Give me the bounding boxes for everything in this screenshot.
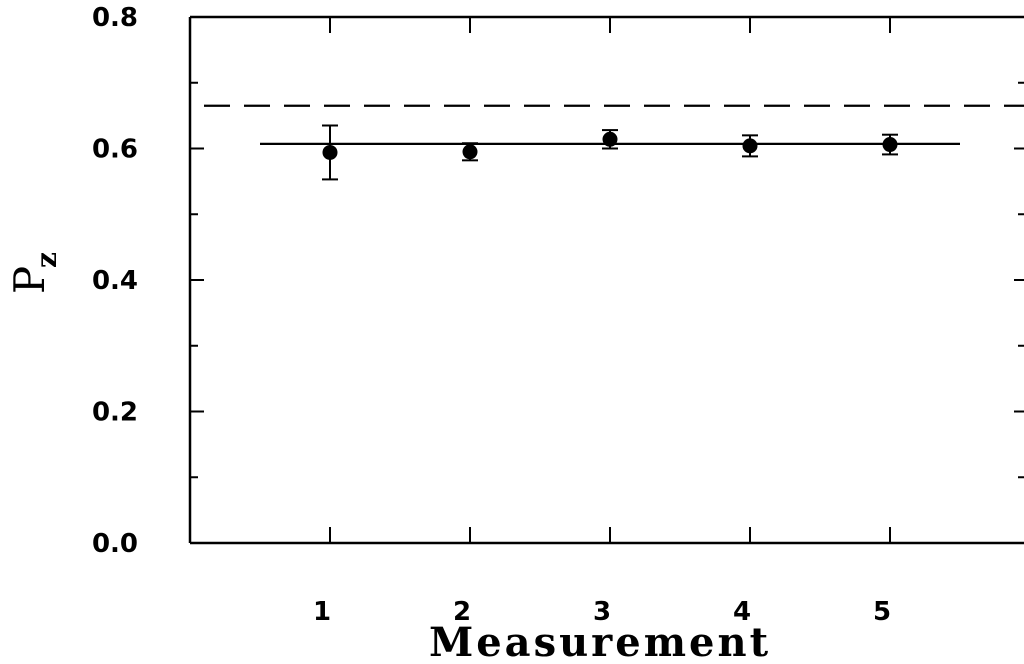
x-tick-label: 2 (453, 597, 471, 627)
y-tick-label: 0.6 (92, 135, 138, 165)
y-axis-title-group: P z (5, 252, 63, 294)
x-tick-label: 3 (593, 597, 611, 627)
x-tick-label: 1 (313, 597, 331, 627)
data-point (602, 131, 618, 147)
data-point (322, 144, 338, 160)
x-tick-label: 5 (873, 597, 891, 627)
x-axis-title: Measurement (429, 619, 771, 664)
data-point (462, 144, 478, 160)
y-axis-title: P (5, 266, 54, 294)
x-tick-label: 4 (733, 597, 751, 627)
data-point (882, 137, 898, 153)
y-tick-label: 0.8 (92, 3, 138, 33)
data-point (742, 138, 758, 154)
y-tick-label: 0.4 (92, 266, 138, 296)
y-tick-label: 0.2 (92, 398, 138, 428)
y-tick-label: 0.0 (92, 529, 138, 559)
y-axis-title-subscript: z (30, 252, 63, 268)
